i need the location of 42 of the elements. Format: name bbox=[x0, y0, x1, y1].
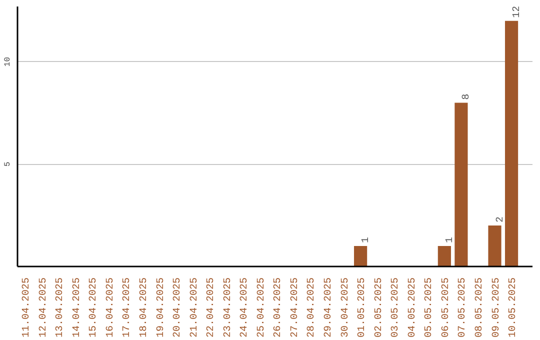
x-tick-label: 20.04.2025 bbox=[172, 277, 184, 338]
x-tick-label: 08.05.2025 bbox=[474, 277, 486, 338]
y-tick-label: 10 bbox=[4, 56, 12, 67]
x-tick-label: 17.04.2025 bbox=[122, 277, 134, 338]
x-tick-label: 30.04.2025 bbox=[340, 277, 352, 338]
x-tick-label: 22.04.2025 bbox=[206, 277, 218, 338]
x-tick-label: 07.05.2025 bbox=[458, 277, 469, 338]
data-label: 8 bbox=[462, 94, 473, 100]
x-tick-label: 14.04.2025 bbox=[72, 277, 83, 338]
bar bbox=[438, 246, 451, 266]
data-label: 1 bbox=[444, 237, 456, 244]
x-tick-label: 05.05.2025 bbox=[424, 277, 436, 338]
x-tick-label: 16.04.2025 bbox=[105, 277, 116, 338]
y-tick-label: 5 bbox=[4, 162, 12, 167]
x-tick-label: 10.05.2025 bbox=[508, 277, 520, 338]
bar bbox=[454, 102, 468, 266]
x-tick-label: 27.04.2025 bbox=[290, 277, 301, 338]
x-tick-label: 11.04.2025 bbox=[22, 277, 33, 338]
x-tick-label: 23.04.2025 bbox=[222, 277, 234, 338]
x-tick-label: 24.04.2025 bbox=[240, 277, 251, 338]
x-tick-label: 19.04.2025 bbox=[156, 277, 167, 338]
x-tick-label: 01.05.2025 bbox=[357, 277, 368, 338]
x-tick-label: 21.04.2025 bbox=[189, 277, 200, 338]
x-tick-label: 06.05.2025 bbox=[440, 277, 452, 338]
x-tick-label: 25.04.2025 bbox=[256, 277, 268, 338]
x-tick-label: 03.05.2025 bbox=[390, 277, 402, 338]
x-tick-label: 04.05.2025 bbox=[407, 277, 418, 338]
x-tick-label: 02.05.2025 bbox=[374, 277, 385, 338]
bar bbox=[504, 20, 518, 266]
bar bbox=[354, 246, 368, 266]
bar bbox=[488, 226, 502, 266]
x-tick-label: 26.04.2025 bbox=[273, 277, 284, 338]
x-tick-label: 29.04.2025 bbox=[324, 277, 335, 338]
x-tick-label: 18.04.2025 bbox=[138, 277, 150, 338]
x-tick-label: 09.05.2025 bbox=[491, 277, 502, 338]
x-tick-label: 15.04.2025 bbox=[88, 277, 100, 338]
x-tick-label: 13.04.2025 bbox=[55, 277, 66, 338]
data-label: 12 bbox=[512, 6, 524, 18]
data-label: 1 bbox=[361, 237, 372, 244]
x-tick-label: 12.04.2025 bbox=[38, 277, 50, 338]
x-tick-label: 28.04.2025 bbox=[306, 277, 318, 338]
data-label: 2 bbox=[495, 216, 506, 223]
